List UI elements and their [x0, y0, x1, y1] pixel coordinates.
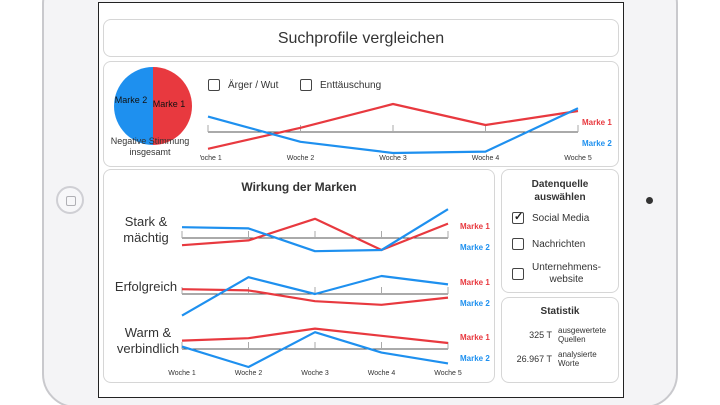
stat-desc-line-1: ausgewertete [558, 326, 607, 335]
row-label-erfolgreich: Erfolgreich [110, 279, 182, 295]
row-label-line-2: verbindlich [116, 341, 180, 356]
pie-slice-marke-1 [153, 67, 192, 145]
stat-desc: ausgewertete Quellen [558, 326, 608, 344]
row-label-line-1: Erfolgreich [114, 279, 178, 294]
row-label-stark: Stark & mächtig [110, 214, 182, 246]
legend-label-marke-1: Marke 1 [582, 118, 612, 127]
filter-checkbox[interactable] [208, 79, 220, 91]
source-checkbox[interactable] [512, 268, 524, 280]
data-source-title: Datenquelle auswählen [502, 178, 618, 204]
stat-value: 26.967 T [516, 354, 552, 364]
x-tick-label: Woche 3 [301, 370, 329, 377]
row-label-line-1: Stark & [124, 214, 168, 229]
app-screen: Suchprofile vergleichen Marke 2 Marke 1 … [98, 2, 624, 398]
stat-desc-line-2: Quellen [558, 335, 586, 344]
legend-label-marke-1: Marke 1 [460, 333, 490, 342]
filter-label: Enttäuschung [320, 79, 382, 91]
x-tick-label: Woche 5 [434, 370, 462, 377]
section-title: Wirkung der Marken [241, 180, 357, 194]
data-source-panel: Datenquelle auswählen Social Media Nachr… [501, 169, 619, 293]
x-tick-label: Woche 2 [287, 155, 315, 162]
page-title: Suchprofile vergleichen [277, 30, 445, 47]
pie-label-marke-2: Marke 2 [115, 95, 148, 105]
legend-label-marke-2: Marke 2 [460, 243, 490, 252]
series-line-marke-2 [181, 274, 449, 317]
legend-label-marke-2: Marke 2 [460, 354, 490, 363]
impact-chart-2: Marke 1 Marke 2 [181, 274, 490, 317]
legend-label-marke-1: Marke 1 [460, 278, 490, 287]
source-option-label-line-2: website [549, 274, 584, 285]
source-option-nachrichten[interactable]: Nachrichten [512, 238, 585, 250]
x-tick-label: Woche 4 [368, 370, 396, 377]
brand-impact-panel: Wirkung der Marken Stark & mächtig Erfol… [103, 169, 495, 383]
row-label-line-1: Warm & [124, 325, 172, 340]
x-tick-label: Woche 5 [564, 155, 592, 162]
filter-checkbox[interactable] [300, 79, 312, 91]
source-option-label-line-1: Unternehmens- [532, 262, 601, 273]
overview-panel: Marke 2 Marke 1 Ärger / Wut Enttäuschung… [103, 61, 619, 167]
series-line-marke-2 [207, 107, 579, 155]
pie-slice-marke-2 [114, 67, 153, 145]
stat-value: 325 T [529, 330, 552, 340]
x-tick-label: Woche 1 [168, 370, 196, 377]
source-option-unternehmenswebsite[interactable]: Unternehmens- website [512, 262, 601, 286]
source-checkbox-checked[interactable] [512, 210, 524, 224]
stat-desc-line-2: Worte [558, 359, 580, 368]
data-source-title-line-2: auswählen [534, 192, 586, 203]
filter-label: Ärger / Wut [228, 79, 279, 91]
x-tick-label: Woche 2 [235, 370, 263, 377]
stat-desc: analysierte Worte [558, 350, 608, 368]
source-checkbox[interactable] [512, 238, 524, 250]
source-option-label: Unternehmens- website [532, 262, 601, 286]
series-line-marke-2 [181, 208, 449, 253]
impact-chart-1: Marke 1 Marke 2 [181, 208, 490, 253]
x-tick-label: Woche 3 [379, 155, 407, 162]
legend-label-marke-1: Marke 1 [460, 222, 490, 231]
filter-aerger-wut[interactable]: Ärger / Wut [208, 79, 278, 91]
pie-caption: Negative Stimmung insgesamt [99, 136, 201, 158]
pie-caption-line-2: insgesamt [129, 147, 171, 157]
stat-row: 26.967 T analysierte Worte [510, 350, 608, 368]
trend-chart: Marke 1 Marke 2 Woche 1 Woche 2 Woche 3 Woche… [200, 102, 612, 162]
series-line-marke-1 [207, 102, 579, 150]
series-line-marke-1 [181, 217, 449, 252]
filter-enttaeuschung[interactable]: Enttäuschung [300, 79, 381, 91]
home-button-icon[interactable] [56, 186, 84, 214]
camera-icon [646, 197, 653, 204]
row-label-warm: Warm & verbindlich [110, 325, 186, 357]
stat-desc-line-1: analysierte [558, 350, 597, 359]
series-line-marke-1 [181, 327, 449, 345]
pie-label-marke-1: Marke 1 [153, 99, 186, 109]
title-bar: Suchprofile vergleichen [103, 19, 619, 57]
x-tick-label: Woche 4 [472, 155, 500, 162]
x-tick-label: Woche 1 [200, 155, 222, 162]
trend-line-chart: Marke 1 Marke 2 Woche 1 Woche 2 Woche 3 Woche… [200, 102, 612, 162]
data-source-title-line-1: Datenquelle [531, 179, 589, 190]
statistics-title: Statistik [540, 306, 580, 317]
series-line-marke-2 [181, 331, 449, 369]
source-option-label: Nachrichten [532, 238, 586, 250]
row-label-line-2: mächtig [123, 230, 169, 245]
sentiment-pie-chart[interactable]: Marke 2 Marke 1 [111, 64, 195, 148]
legend-label-marke-2: Marke 2 [582, 139, 612, 148]
source-option-label: Social Media [532, 212, 590, 224]
pie-caption-line-1: Negative Stimmung [110, 136, 190, 146]
impact-chart-3: Marke 1 Marke 2 Woche 1 Woche 2 Woche 3 Woche… [168, 327, 490, 377]
statistics-panel: Statistik 325 T ausgewertete Quellen 26.… [501, 297, 619, 383]
source-option-social-media[interactable]: Social Media [512, 210, 590, 224]
stat-row: 325 T ausgewertete Quellen [510, 326, 608, 344]
legend-label-marke-2: Marke 2 [460, 299, 490, 308]
